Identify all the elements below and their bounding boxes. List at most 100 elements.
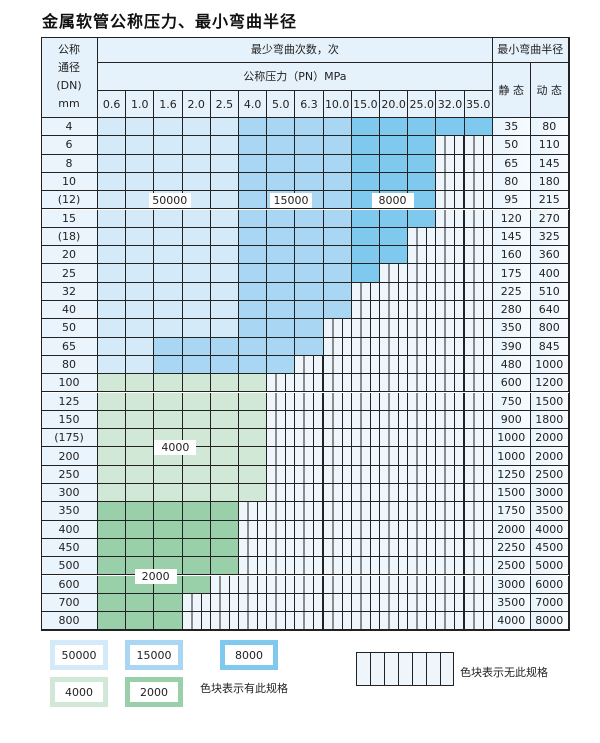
spec-cell-g2 [126, 612, 155, 631]
spec-cell-d [380, 118, 409, 137]
row-dynamic-radius: 360 [530, 246, 569, 265]
spec-cell-empty [182, 593, 211, 613]
spec-cell-g2 [154, 593, 183, 613]
spec-cell-l [98, 227, 127, 247]
spec-cell-g2 [126, 520, 155, 539]
spec-cell-empty [464, 465, 493, 484]
spec-cell-g2 [98, 502, 127, 521]
spec-cell-empty [408, 355, 437, 375]
row-dynamic-radius: 1200 [530, 374, 569, 393]
header-dn: 公称 通径 (DN) mm [41, 37, 98, 118]
spec-cell-g1 [154, 374, 183, 393]
spec-cell-empty [295, 520, 324, 539]
spec-cell-empty [436, 209, 465, 228]
spec-cell-empty [323, 612, 352, 631]
row-static-radius: 80 [492, 172, 531, 192]
header-pressure-value: 1.0 [126, 91, 155, 118]
spec-cell-l [98, 264, 127, 283]
spec-cell-g1 [239, 465, 268, 484]
spec-cell-m [267, 154, 296, 173]
row-dynamic-radius: 510 [530, 282, 569, 301]
spec-cell-empty [323, 392, 352, 411]
spec-cell-empty [464, 154, 493, 173]
row-static-radius: 1000 [492, 429, 531, 448]
legend-swatch-4000: 4000 [50, 677, 108, 707]
row-static-radius: 65 [492, 154, 531, 173]
spec-cell-empty [464, 410, 493, 430]
spec-cell-l [210, 136, 239, 155]
spec-cell-l [98, 136, 127, 155]
header-pressure-value: 1.6 [154, 91, 183, 118]
spec-cell-g2 [182, 557, 211, 576]
spec-cell-g2 [98, 538, 127, 558]
row-dn: 32 [41, 282, 98, 301]
spec-cell-empty [380, 319, 409, 338]
spec-cell-l [154, 172, 183, 192]
spec-cell-m [295, 282, 324, 301]
spec-cell-g2 [154, 612, 183, 631]
legend-no-spec-text: 色块表示无此规格 [460, 666, 548, 679]
spec-cell-l [98, 301, 127, 320]
row-static-radius: 2000 [492, 520, 531, 539]
spec-cell-empty [380, 282, 409, 301]
spec-cell-empty [295, 410, 324, 430]
spec-cell-empty [464, 319, 493, 338]
spec-cell-m [295, 136, 324, 155]
spec-cell-d [380, 172, 409, 192]
spec-cell-empty [323, 410, 352, 430]
row-dn: 300 [41, 484, 98, 503]
spec-cell-l [210, 191, 239, 210]
spec-cell-g2 [210, 538, 239, 558]
spec-cell-l [126, 264, 155, 283]
row-dynamic-radius: 145 [530, 154, 569, 173]
spec-cell-empty [436, 246, 465, 265]
spec-cell-empty [380, 484, 409, 503]
spec-cell-empty [408, 612, 437, 631]
spec-cell-empty [408, 538, 437, 558]
row-dn: (18) [41, 227, 98, 247]
spec-cell-m [267, 172, 296, 192]
spec-cell-empty [464, 502, 493, 521]
spec-cell-d [464, 118, 493, 137]
spec-cell-empty [351, 502, 380, 521]
row-dynamic-radius: 2000 [530, 447, 569, 466]
spec-cell-empty [380, 593, 409, 613]
row-dn: 50 [41, 319, 98, 338]
spec-cell-empty [380, 355, 409, 375]
row-static-radius: 350 [492, 319, 531, 338]
row-dynamic-radius: 110 [530, 136, 569, 155]
spec-cell-m [239, 136, 268, 155]
spec-cell-m [295, 154, 324, 173]
spec-cell-g1 [98, 410, 127, 430]
spec-cell-empty [464, 538, 493, 558]
spec-cell-g1 [98, 429, 127, 448]
spec-cell-empty [323, 374, 352, 393]
spec-cell-empty [380, 575, 409, 594]
row-static-radius: 390 [492, 337, 531, 356]
spec-cell-empty [267, 484, 296, 503]
spec-cell-empty [267, 392, 296, 411]
spec-cell-g1 [182, 465, 211, 484]
spec-cell-empty [464, 282, 493, 301]
row-dynamic-radius: 3500 [530, 502, 569, 521]
spec-cell-l [182, 246, 211, 265]
row-dn: 150 [41, 410, 98, 430]
spec-cell-empty [239, 575, 268, 594]
spec-cell-l [210, 209, 239, 228]
spec-cell-empty [380, 557, 409, 576]
spec-cell-empty [464, 593, 493, 613]
row-dynamic-radius: 7000 [530, 593, 569, 613]
spec-cell-m [210, 355, 239, 375]
spec-cell-empty [436, 282, 465, 301]
spec-cell-l [210, 282, 239, 301]
spec-cell-g1 [210, 465, 239, 484]
spec-cell-empty [464, 209, 493, 228]
spec-cell-empty [464, 557, 493, 576]
spec-cell-empty [351, 301, 380, 320]
spec-cell-m [267, 209, 296, 228]
spec-cell-empty [408, 502, 437, 521]
row-static-radius: 2250 [492, 538, 531, 558]
spec-cell-g1 [98, 374, 127, 393]
spec-cell-m [323, 282, 352, 301]
header-dn-line: (DN) [56, 79, 82, 92]
